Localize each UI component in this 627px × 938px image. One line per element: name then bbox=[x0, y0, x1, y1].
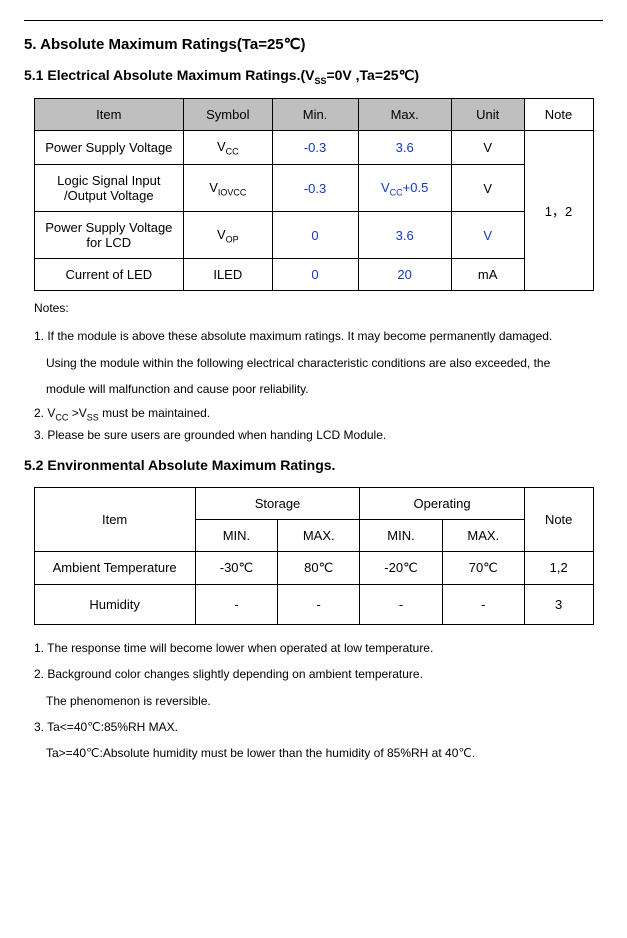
t2-h-omax: MAX. bbox=[442, 519, 524, 551]
n2-cc: CC bbox=[55, 412, 68, 422]
t1-h-max: Max. bbox=[358, 98, 451, 130]
max-pre: V bbox=[381, 180, 390, 195]
t1-r2-sym: VIOVCC bbox=[184, 165, 272, 212]
sym-pre: V bbox=[217, 139, 226, 154]
table-row: Power Supply Voltage VCC -0.3 3.6 V 1，2 bbox=[34, 130, 593, 165]
t1-r3-item: Power Supply Voltage for LCD bbox=[34, 212, 184, 259]
t2-r1-omin: -20℃ bbox=[360, 551, 442, 584]
t2-r2-omin: - bbox=[360, 584, 442, 624]
table-row: Humidity - - - - 3 bbox=[34, 584, 593, 624]
t1-r2-max: VCC+0.5 bbox=[358, 165, 451, 212]
electrical-ratings-table: Item Symbol Min. Max. Unit Note Power Su… bbox=[34, 98, 594, 292]
t1-h-symbol: Symbol bbox=[184, 98, 272, 130]
t1-r3-max: 3.6 bbox=[358, 212, 451, 259]
t1-r3-unit: V bbox=[451, 212, 524, 259]
sub51-pre: 5.1 Electrical Absolute Maximum Ratings.… bbox=[24, 67, 314, 83]
t2-h-omin: MIN. bbox=[360, 519, 442, 551]
n2-post: must be maintained. bbox=[99, 406, 210, 420]
t1-r4-unit: mA bbox=[451, 259, 524, 291]
environmental-ratings-table: Item Storage Operating Note MIN. MAX. MI… bbox=[34, 487, 594, 625]
env-note-3b: Ta>=40℃:Absolute humidity must be lower … bbox=[46, 740, 603, 766]
note-1c: module will malfunction and cause poor r… bbox=[46, 376, 603, 402]
table-row: Current of LED ILED 0 20 mA bbox=[34, 259, 593, 291]
t2-r2-omax: - bbox=[442, 584, 524, 624]
table-row: Power Supply Voltage for LCD VOP 0 3.6 V bbox=[34, 212, 593, 259]
note-3: 3. Please be sure users are grounded whe… bbox=[34, 425, 603, 447]
t2-r2-item: Humidity bbox=[34, 584, 195, 624]
sym-sub: OP bbox=[226, 234, 239, 244]
sub51-ss: SS bbox=[314, 76, 326, 86]
t1-r2-item: Logic Signal Input /Output Voltage bbox=[34, 165, 184, 212]
env-note-3a: 3. Ta<=40℃:85%RH MAX. bbox=[34, 714, 603, 740]
t2-h-note: Note bbox=[524, 487, 593, 551]
t1-h-min: Min. bbox=[272, 98, 358, 130]
t2-h-storage: Storage bbox=[195, 487, 360, 519]
sym-sub: CC bbox=[226, 146, 239, 156]
t1-r3-sym: VOP bbox=[184, 212, 272, 259]
section-title: 5. Absolute Maximum Ratings(Ta=25℃) bbox=[24, 35, 603, 53]
note-2: 2. VCC >VSS must be maintained. bbox=[34, 403, 603, 426]
n2-ss: SS bbox=[87, 412, 99, 422]
n2-mid: >V bbox=[68, 406, 86, 420]
t1-r4-sym: ILED bbox=[184, 259, 272, 291]
sym-pre: V bbox=[217, 227, 226, 242]
t1-h-note: Note bbox=[524, 98, 593, 130]
t1-r1-max: 3.6 bbox=[358, 130, 451, 165]
env-note-2a: 2. Background color changes slightly dep… bbox=[34, 661, 603, 687]
note-1a: 1. If the module is above these absolute… bbox=[34, 323, 603, 349]
t1-r4-item: Current of LED bbox=[34, 259, 184, 291]
note-1b: Using the module within the following el… bbox=[46, 350, 603, 376]
t1-note: 1，2 bbox=[524, 130, 593, 291]
t1-r3-min: 0 bbox=[272, 212, 358, 259]
t1-h-item: Item bbox=[34, 98, 184, 130]
t2-r1-omax: 70℃ bbox=[442, 551, 524, 584]
t1-r1-unit: V bbox=[451, 130, 524, 165]
sym-sub: IOVCC bbox=[218, 187, 247, 197]
t2-r1-smin: -30℃ bbox=[195, 551, 277, 584]
t1-r4-min: 0 bbox=[272, 259, 358, 291]
t1-r2-unit: V bbox=[451, 165, 524, 212]
max-sub: CC bbox=[390, 187, 403, 197]
n2-pre: 2. V bbox=[34, 406, 55, 420]
subsection-5.1-title: 5.1 Electrical Absolute Maximum Ratings.… bbox=[24, 67, 603, 86]
t2-r1-smax: 80℃ bbox=[278, 551, 360, 584]
t1-r1-item: Power Supply Voltage bbox=[34, 130, 184, 165]
t2-r1-note: 1,2 bbox=[524, 551, 593, 584]
t1-r1-min: -0.3 bbox=[272, 130, 358, 165]
max-post: +0.5 bbox=[403, 180, 429, 195]
table-row: Logic Signal Input /Output Voltage VIOVC… bbox=[34, 165, 593, 212]
subsection-5.2-title: 5.2 Environmental Absolute Maximum Ratin… bbox=[24, 457, 603, 473]
t2-r1-item: Ambient Temperature bbox=[34, 551, 195, 584]
t2-r2-smax: - bbox=[278, 584, 360, 624]
t1-h-unit: Unit bbox=[451, 98, 524, 130]
t1-r2-min: -0.3 bbox=[272, 165, 358, 212]
t2-h-operating: Operating bbox=[360, 487, 525, 519]
sym-pre: V bbox=[209, 180, 218, 195]
env-note-2b: The phenomenon is reversible. bbox=[46, 688, 603, 714]
t1-r1-sym: VCC bbox=[184, 130, 272, 165]
t2-h-smax: MAX. bbox=[278, 519, 360, 551]
t2-r2-smin: - bbox=[195, 584, 277, 624]
t1-r4-max: 20 bbox=[358, 259, 451, 291]
top-divider bbox=[24, 20, 603, 21]
t2-h-smin: MIN. bbox=[195, 519, 277, 551]
sub51-post: =0V ,Ta=25℃) bbox=[326, 67, 419, 83]
t2-r2-note: 3 bbox=[524, 584, 593, 624]
t2-h-item: Item bbox=[34, 487, 195, 551]
env-note-1: 1. The response time will become lower w… bbox=[34, 635, 603, 661]
notes-label: Notes: bbox=[34, 301, 603, 315]
table-row: Ambient Temperature -30℃ 80℃ -20℃ 70℃ 1,… bbox=[34, 551, 593, 584]
